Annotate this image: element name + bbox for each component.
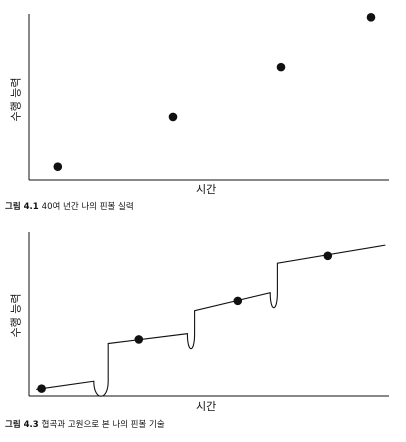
- data-point: [366, 13, 376, 22]
- figure-2-y-axis-label: 수행 능력: [9, 293, 23, 338]
- figure-2: 수행 능력 시간 그림 4.3 협곡과 고원으로 본 나의 핀볼 기술: [0, 222, 406, 442]
- data-point: [323, 251, 333, 261]
- performance-curve: [36, 244, 386, 397]
- data-point: [134, 335, 144, 344]
- figure-1-caption-label: 그림 4.1: [5, 202, 39, 212]
- data-point: [168, 112, 178, 122]
- figure-1-chart: [28, 13, 389, 181]
- figure-1: 수행 능력 시간 그림 4.1 40여 년간 나의 핀볼 실력: [5, 13, 389, 212]
- data-point: [37, 384, 46, 393]
- figure-2-chart: [28, 232, 389, 397]
- figure-1-caption: 그림 4.1 40여 년간 나의 핀볼 실력: [5, 203, 134, 212]
- figure-2-caption: 그림 4.3 협곡과 고원으로 본 나의 핀볼 기술: [5, 421, 165, 430]
- data-point: [53, 162, 63, 172]
- data-point: [233, 296, 243, 306]
- figure-2-caption-label: 그림 4.3: [5, 420, 39, 430]
- figure-2-x-axis-label: 시간: [196, 400, 217, 413]
- figure-2-caption-text: 협곡과 고원으로 본 나의 핀볼 기술: [41, 420, 165, 430]
- figure-1-x-axis-label: 시간: [196, 183, 217, 196]
- figure-1-y-axis-label: 수행 능력: [9, 77, 23, 122]
- data-point: [276, 62, 286, 72]
- figure-1-caption-text: 40여 년간 나의 핀볼 실력: [41, 202, 134, 212]
